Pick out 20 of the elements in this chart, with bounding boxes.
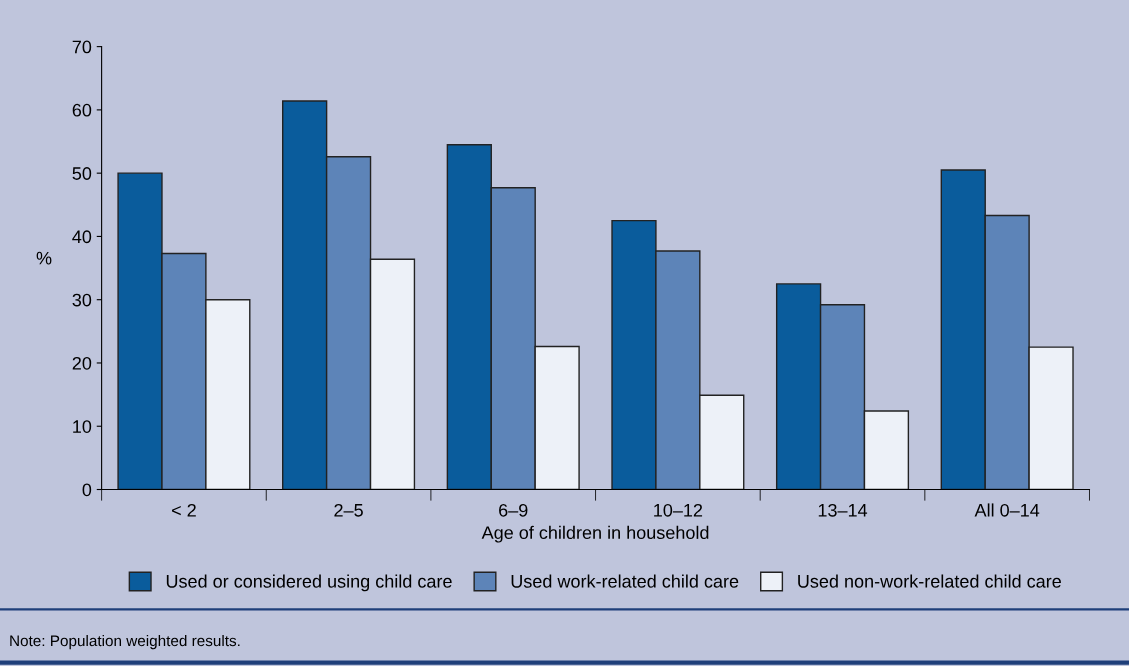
y-tick-label: 60	[72, 103, 92, 117]
x-axis-title: Age of children in household	[481, 525, 709, 543]
legend-label: Used or considered using child care	[166, 574, 452, 592]
y-tick-label: 50	[72, 167, 92, 180]
y-tick-label: 30	[72, 293, 92, 307]
y-tick-label: 0	[82, 483, 92, 497]
x-tick-label: 6–9	[499, 503, 528, 517]
text: Note: Population weighted results.	[10, 634, 240, 650]
x-tick-label: 2–5	[334, 503, 363, 517]
y-axis-title: %	[36, 251, 52, 265]
legend-label: Used work-related child care	[511, 574, 739, 588]
x-tick-label: < 2	[172, 503, 196, 517]
x-tick-label: All 0–14	[974, 503, 1040, 517]
x-tick-label: 13–14	[818, 503, 868, 517]
legend-label: Used non-work-related child care	[798, 574, 1061, 588]
y-tick-label: 40	[72, 230, 92, 244]
y-tick-label: 20	[72, 356, 92, 370]
x-tick-label: 10–12	[654, 503, 703, 517]
y-tick-label: 70	[72, 40, 92, 54]
y-tick-label: 10	[73, 420, 92, 433]
